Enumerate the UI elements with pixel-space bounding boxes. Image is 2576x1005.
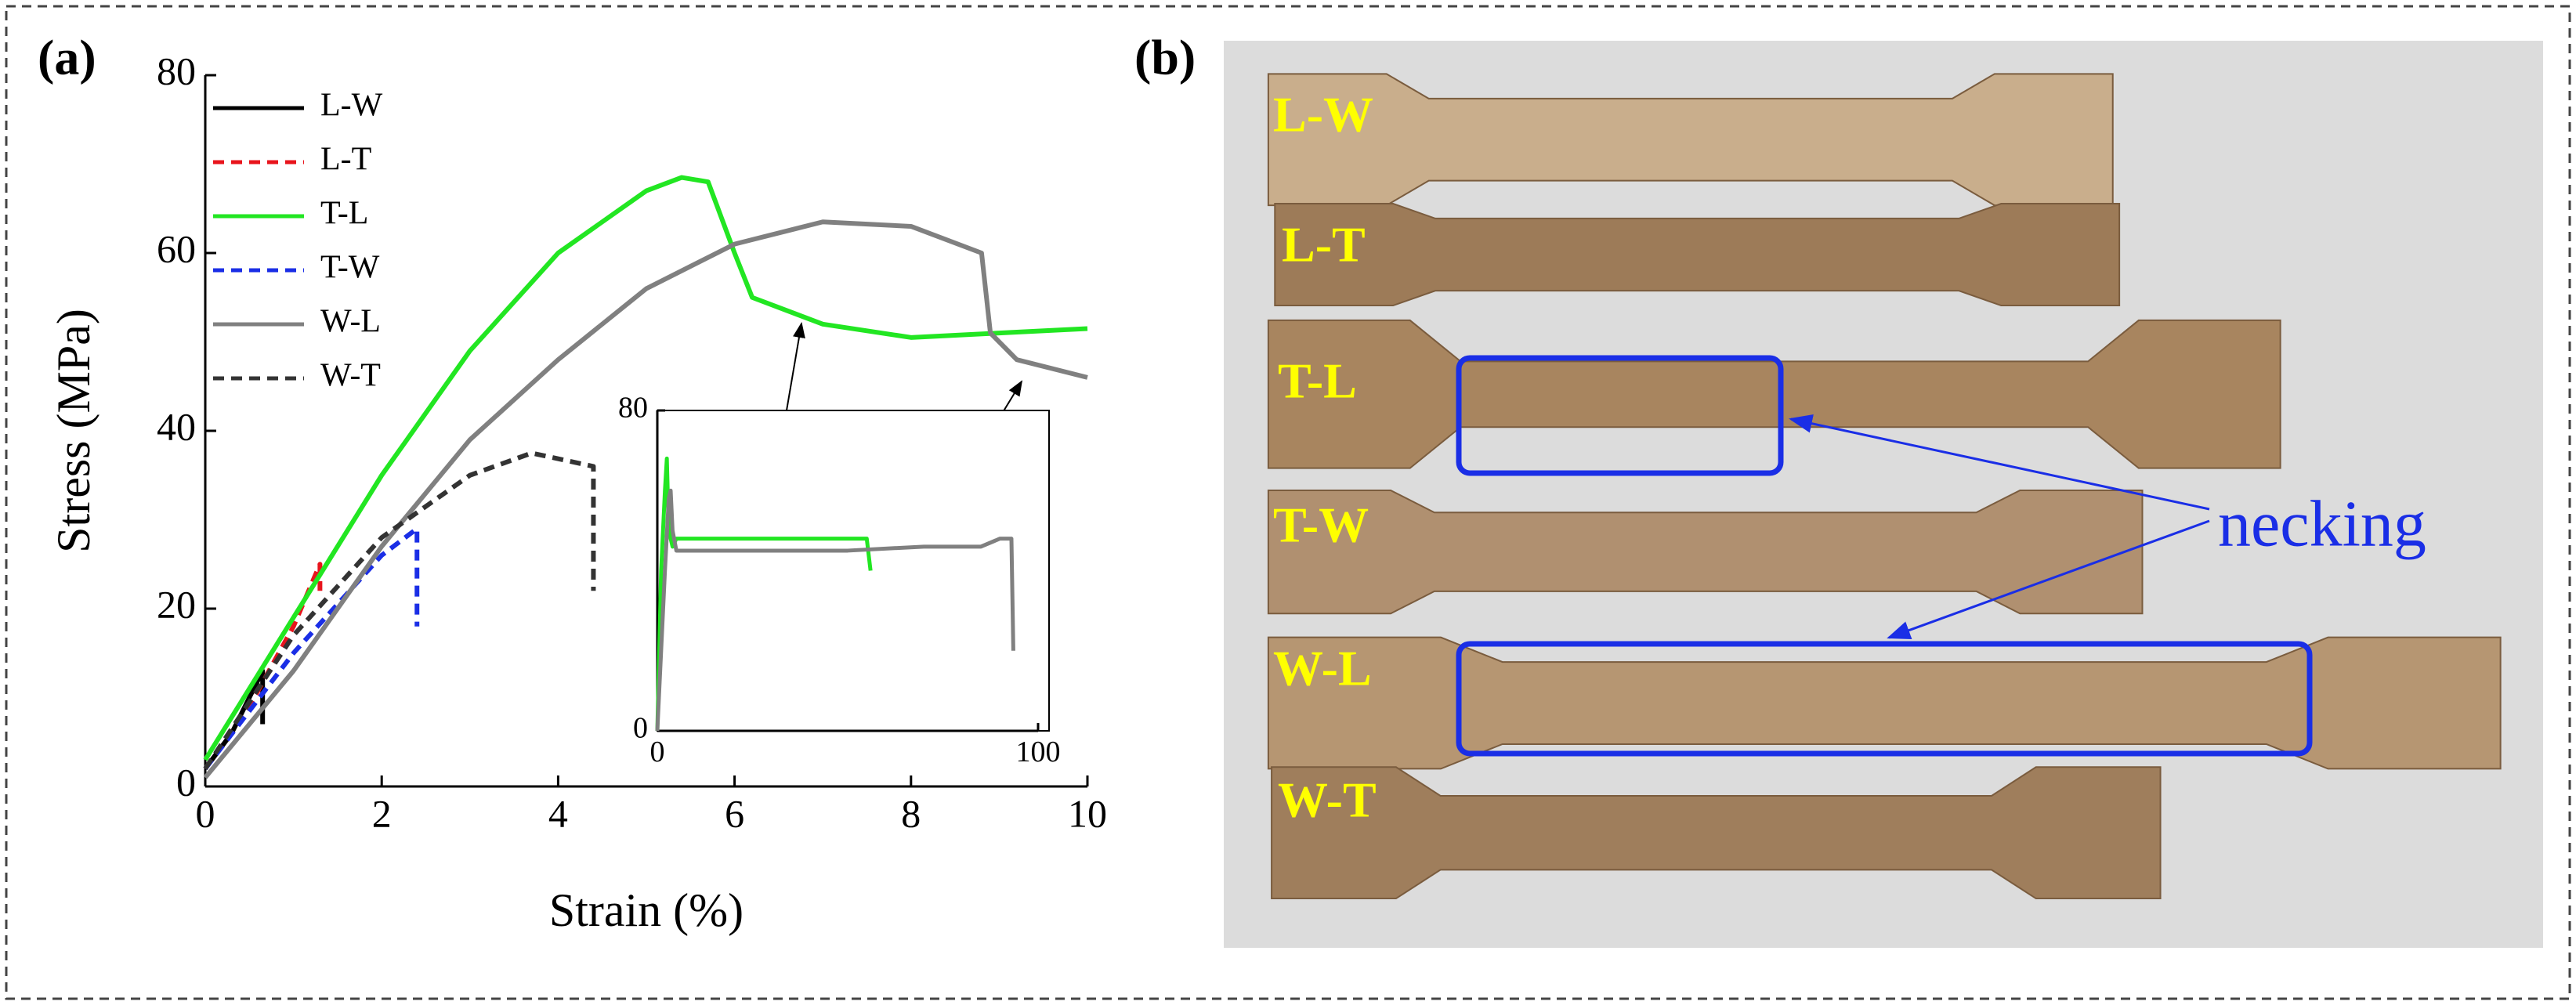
specimen-label: W-T: [1278, 772, 1377, 828]
necking-box: [1456, 641, 2313, 757]
specimen-label: T-W: [1273, 497, 1369, 553]
legend-label: W-L: [320, 304, 381, 340]
series-line: [655, 456, 873, 732]
specimen: [1271, 766, 2162, 900]
specimen: [1267, 489, 2144, 615]
legend-label: L-T: [320, 142, 371, 178]
y-tick-label: 80: [157, 49, 196, 92]
annotation: necking: [2218, 487, 2426, 560]
series-line: [655, 488, 1015, 732]
inset-frame: [657, 410, 1050, 732]
necking-box: [1456, 355, 1784, 476]
arrow: [1789, 414, 2210, 511]
arrow: [1887, 519, 2210, 640]
y-tick-label: 60: [157, 226, 196, 270]
frame: [5, 5, 2571, 1000]
x-tick-label: 0: [196, 791, 215, 835]
panel-label: (b): [1134, 30, 1196, 85]
series-line: [203, 450, 596, 770]
specimens: [1267, 73, 2502, 900]
x-axis-label: Strain (%): [549, 884, 743, 936]
y-tick-label: 0: [633, 712, 648, 745]
specimen-label: L-W: [1273, 87, 1373, 143]
y-tick-label: 40: [157, 404, 196, 448]
x-tick-label: 8: [901, 791, 921, 835]
x-tick-label: 2: [372, 791, 392, 835]
specimen-label: W-L: [1273, 641, 1372, 696]
x-tick-label: 0: [650, 736, 665, 768]
x-tick-label: 10: [1068, 791, 1107, 835]
legend-label: T-W: [320, 250, 380, 286]
x-tick-label: 4: [548, 791, 568, 835]
series-line: [203, 175, 1088, 761]
y-tick-label: 20: [157, 582, 196, 626]
series-line: [203, 526, 420, 771]
legend-label: T-L: [320, 196, 368, 232]
y-tick-label: 0: [176, 760, 196, 804]
specimen: [1267, 636, 2502, 770]
panel-label: (a): [38, 30, 96, 85]
legend-label: L-W: [320, 88, 383, 124]
series-line: [203, 219, 1088, 779]
x-tick-label: 100: [1016, 736, 1061, 768]
x-tick-label: 6: [725, 791, 744, 835]
specimen-label: T-L: [1278, 353, 1357, 409]
specimen-label: L-T: [1282, 217, 1366, 273]
y-axis-label: Stress (MPa): [48, 309, 99, 553]
legend-label: W-T: [320, 358, 381, 394]
y-tick-label: 80: [618, 392, 648, 425]
specimen: [1274, 203, 2121, 307]
